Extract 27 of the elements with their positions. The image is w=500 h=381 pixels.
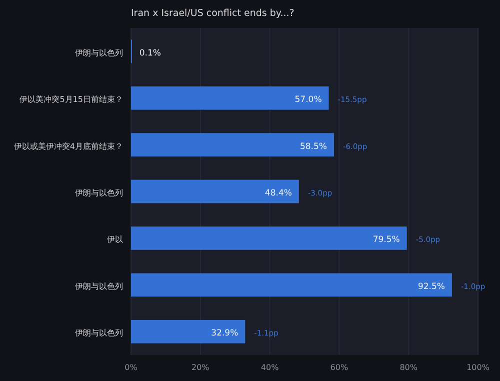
y-tick-label: 伊朗与以色列 bbox=[75, 328, 123, 338]
x-tick-label: 0% bbox=[124, 363, 138, 372]
bar bbox=[131, 133, 334, 156]
y-tick-label: 伊朗与以色列 bbox=[75, 48, 123, 58]
bar bbox=[131, 226, 407, 250]
y-tick-label: 伊以或美伊冲突4月底前结束？ bbox=[14, 142, 123, 151]
data-label: 58.5% bbox=[300, 142, 327, 152]
data-label: 32.9% bbox=[211, 328, 238, 339]
data-label: 79.5% bbox=[372, 235, 400, 246]
data-label: 92.5% bbox=[418, 282, 445, 292]
data-label: 57.0% bbox=[294, 95, 322, 106]
bar bbox=[131, 180, 299, 204]
y-tick-label: 伊以美冲突5月15日前结束？ bbox=[20, 95, 123, 104]
bar bbox=[131, 273, 452, 297]
x-tick-label: 80% bbox=[400, 363, 418, 372]
bar bbox=[131, 86, 329, 110]
x-tick-label: 40% bbox=[260, 363, 280, 372]
x-tick-label: 60% bbox=[330, 363, 348, 372]
y-tick-label: 伊朗与以色列 bbox=[75, 188, 123, 198]
data-label: 0.1% bbox=[139, 48, 161, 58]
chart-title: Iran x Israel/US conflict ends by...? bbox=[131, 8, 294, 19]
data-label: 48.4% bbox=[264, 188, 292, 198]
x-tick-label: 20% bbox=[192, 363, 210, 372]
x-tick-label: 100% bbox=[466, 363, 490, 372]
y-tick-label: 伊以 bbox=[107, 235, 123, 244]
y-tick-label: 伊朗与以色列 bbox=[75, 282, 123, 291]
bar bbox=[131, 320, 246, 344]
